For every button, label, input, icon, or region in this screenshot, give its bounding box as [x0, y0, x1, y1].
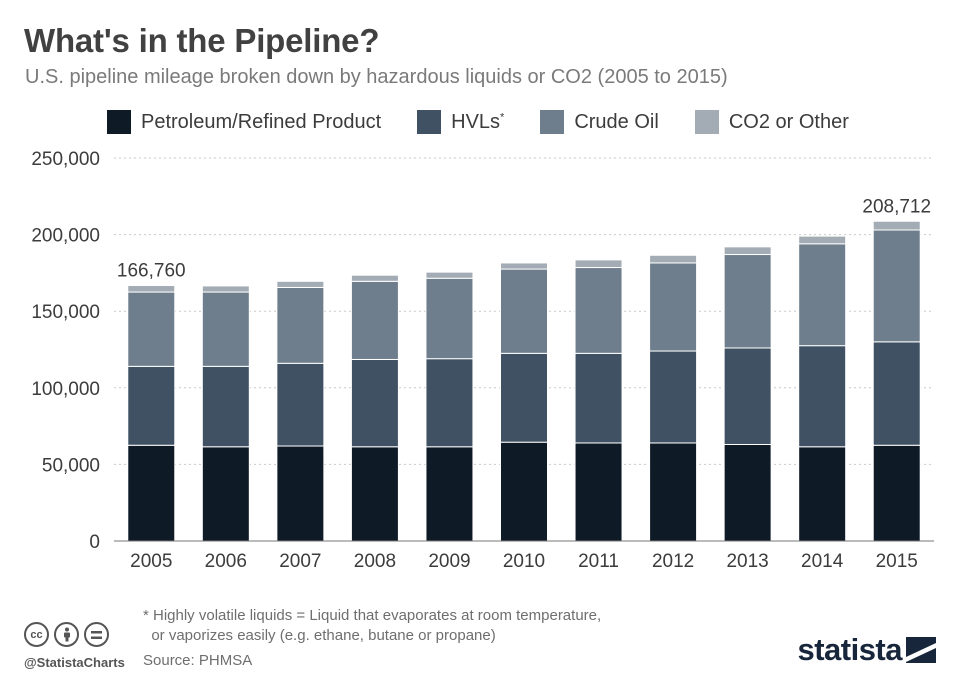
equals-sign	[91, 630, 102, 639]
y-tick-label: 150,000	[31, 302, 100, 323]
chart-subtitle: U.S. pipeline mileage broken down by haz…	[25, 66, 728, 88]
bar-segment	[350, 446, 399, 542]
bar-segment	[872, 220, 921, 231]
social-handle[interactable]: @StatistaCharts	[24, 655, 125, 670]
bar-segment	[500, 352, 548, 443]
x-tick-label: 2008	[354, 551, 396, 572]
license-icons: cc	[24, 622, 114, 647]
legend-item-petroleum: Petroleum/Refined Product	[107, 110, 381, 134]
x-tick-label: 2005	[130, 551, 172, 572]
bar-segment	[276, 280, 325, 288]
y-tick-label: 100,000	[31, 379, 100, 400]
bar-segment	[425, 446, 474, 542]
bar-segment	[127, 365, 176, 446]
total-data-label: 166,760	[117, 261, 186, 282]
stacked-bar-chart: 0 50,000 100,000 150,000 200,000 250,000 2005 1…	[31, 149, 934, 572]
bar-segment	[500, 262, 548, 270]
statista-logo-text: statista	[797, 632, 902, 667]
legend-label-hvls-text: HVLs	[451, 110, 501, 133]
bar-segment	[798, 345, 847, 448]
bar-segment	[500, 268, 548, 354]
legend-label-co2: CO2 or Other	[728, 110, 849, 133]
legend-label-hvls-sup: *	[500, 110, 505, 123]
bar-segment	[574, 259, 623, 269]
legend-label-petroleum: Petroleum/Refined Product	[141, 110, 382, 133]
statista-logo[interactable]: statista	[797, 632, 936, 668]
bar-segment	[798, 235, 847, 245]
x-tick-label: 2006	[205, 551, 247, 572]
y-tick-label: 50,000	[42, 455, 100, 476]
bar-segment	[500, 441, 548, 542]
legend-item-crude-oil: Crude Oil	[540, 110, 659, 134]
bar-segment	[201, 285, 250, 293]
legend-label-crude-oil: Crude Oil	[574, 110, 659, 133]
x-tick-label: 2011	[578, 551, 619, 572]
footnote-line-1: * Highly volatile liquids = Liquid that …	[143, 607, 602, 624]
statista-logo-mark-icon	[906, 637, 936, 663]
legend-swatch-petroleum	[107, 110, 131, 134]
x-tick-label: 2013	[726, 551, 768, 572]
bar-segment	[574, 267, 623, 354]
bar-segment	[574, 442, 623, 542]
bar-segment	[350, 274, 399, 282]
x-tick-label: 2012	[652, 551, 694, 572]
total-data-label: 208,712	[862, 196, 931, 217]
bar-segment	[276, 445, 325, 542]
legend-swatch-co2	[694, 110, 719, 134]
x-tick-label: 2015	[876, 551, 918, 572]
bar-segment	[276, 362, 325, 447]
attribution-icon[interactable]	[54, 622, 79, 647]
legend-swatch-crude-oil	[540, 110, 565, 134]
y-tick-label: 200,000	[31, 226, 100, 247]
bar-segment	[723, 246, 772, 256]
bar-segment	[127, 291, 176, 367]
bar-segment	[127, 285, 176, 293]
no-derivatives-icon[interactable]	[84, 622, 109, 647]
bar-segment	[201, 446, 250, 542]
bar-segment	[872, 341, 921, 446]
bar-segment	[350, 358, 399, 448]
x-tick-label: 2010	[503, 551, 545, 572]
bar-segment	[723, 347, 772, 445]
bar-segment	[574, 352, 623, 444]
bar-segment	[798, 446, 847, 542]
x-tick-label: 2014	[801, 551, 844, 572]
bar-segment	[127, 444, 176, 542]
bar-segment	[201, 291, 250, 367]
legend-swatch-hvls	[417, 110, 442, 134]
bar-segment	[425, 277, 474, 360]
bar-segment	[649, 350, 698, 444]
bar-segment	[350, 280, 399, 360]
bar-segment	[872, 444, 921, 542]
bar-segment	[723, 254, 772, 349]
bar-segment	[649, 254, 698, 264]
y-tick-label: 0	[89, 532, 100, 553]
bar-segment	[201, 365, 250, 448]
bar-segment	[798, 243, 847, 347]
attribution-figure	[63, 627, 70, 642]
bar-segment	[723, 443, 772, 542]
footnote-line-2: or vaporizes easily (e.g. ethane, butane…	[143, 627, 496, 644]
legend-item-co2: CO2 or Other	[694, 110, 849, 134]
bar-segment	[276, 286, 325, 364]
bar-segment	[649, 262, 698, 352]
legend-item-hvls: HVLs*	[417, 110, 504, 134]
x-tick-label: 2007	[279, 551, 321, 572]
source-note: Source: PHMSA	[143, 652, 253, 669]
bar-segment	[649, 442, 698, 542]
legend-label-hvls: HVLs*	[451, 111, 504, 134]
y-tick-label: 250,000	[31, 149, 100, 170]
bar-segment	[872, 229, 921, 343]
bar-segment	[425, 358, 474, 448]
chart-title: What's in the Pipeline?	[24, 22, 380, 59]
footnote: * Highly volatile liquids = Liquid that …	[143, 606, 601, 646]
chart-legend: Petroleum/Refined Product HVLs* Crude Oi…	[107, 110, 885, 134]
creative-commons-icon[interactable]: cc	[24, 622, 49, 647]
x-tick-label: 2009	[428, 551, 470, 572]
bar-segment	[425, 271, 474, 279]
